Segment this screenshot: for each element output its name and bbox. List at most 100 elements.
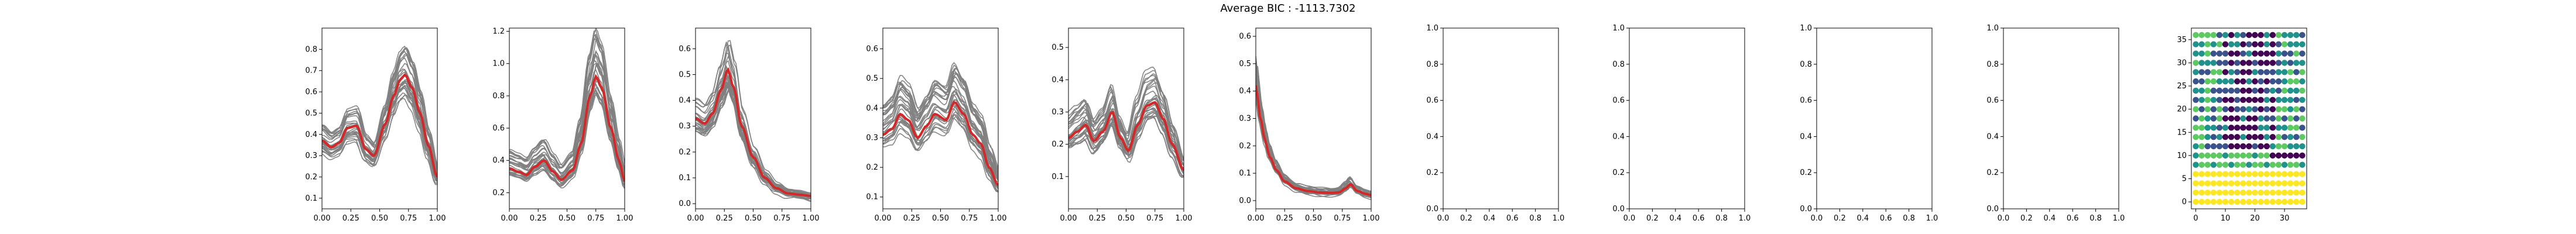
subplot-5: 0.00 0.25 0.50 0.75 1.00 0.1 0.2 0.3 0.4 0.5: [1051, 27, 1192, 223]
y-tick-label: 0.6: [679, 44, 691, 53]
y-tick-label: 0: [2182, 198, 2187, 207]
scatter-point: [2281, 161, 2288, 168]
scatter-point: [2198, 78, 2205, 85]
scatter-point: [2299, 106, 2306, 112]
scatter-point: [2198, 161, 2205, 168]
member-curve: [1256, 89, 1371, 197]
scatter-point: [2193, 133, 2199, 140]
scatter-point: [2193, 97, 2199, 104]
scatter-point: [2299, 190, 2306, 196]
member-curve: [1256, 60, 1371, 196]
y-tick-label: 15: [2177, 128, 2187, 137]
scatter-point: [2234, 106, 2241, 112]
axes-frame: [2003, 27, 2119, 209]
scatter-point: [2275, 78, 2282, 85]
scatter-point: [2287, 125, 2294, 131]
scatter-point: [2281, 143, 2288, 150]
scatter-point: [2258, 87, 2264, 94]
scatter-point: [2234, 32, 2241, 39]
x-tick-label: 0.00: [875, 214, 892, 223]
subplot-4: 0.00 0.25 0.50 0.75 1.00 0.1 0.2 0.3 0.4 0.5 0.6: [866, 27, 1006, 223]
scatter-point: [2234, 161, 2241, 168]
scatter-point: [2258, 198, 2264, 205]
y-tick-label: 0.2: [305, 173, 317, 181]
scatter-point: [2246, 50, 2252, 57]
scatter-point: [2252, 115, 2258, 122]
scatter-point: [2204, 198, 2211, 205]
scatter-point: [2263, 78, 2270, 85]
scatter-point: [2275, 60, 2282, 66]
x-tick-label: 0.50: [1305, 214, 1322, 223]
scatter-point: [2258, 78, 2264, 85]
scatter-point: [2193, 115, 2199, 122]
member-curve: [1068, 109, 1184, 176]
scatter-point: [2299, 50, 2306, 57]
scatter-point: [2193, 143, 2199, 150]
y-tick-label: 0.6: [1986, 97, 1999, 105]
scatter-point: [2269, 106, 2276, 112]
scatter-point: [2210, 143, 2217, 150]
x-tick-label: 0.25: [342, 214, 359, 223]
scatter-point: [2222, 69, 2229, 75]
member-curve: [1256, 65, 1371, 195]
scatter-point: [2252, 60, 2258, 66]
member-curve: [883, 67, 998, 177]
scatter-point: [2263, 180, 2270, 187]
scatter-point: [2234, 133, 2241, 140]
y-tick-label: 0.4: [1612, 132, 1625, 141]
member-curve: [696, 84, 811, 198]
scatter-point: [2275, 190, 2282, 196]
scatter-point: [2240, 60, 2246, 66]
member-curve: [1068, 94, 1184, 160]
member-curve: [1256, 86, 1371, 195]
scatter-point: [2240, 161, 2246, 168]
scatter-point: [2234, 78, 2241, 85]
scatter-point: [2263, 152, 2270, 159]
scatter-point: [2204, 143, 2211, 150]
y-tick-label: 0.4: [1986, 132, 1999, 141]
scatter-point: [2293, 125, 2300, 131]
scatter-point: [2275, 32, 2282, 39]
x-tick-label: 1.0: [1926, 214, 1938, 223]
scatter-point: [2269, 87, 2276, 94]
scatter-point: [2216, 60, 2223, 66]
scatter-point: [2258, 115, 2264, 122]
scatter-point: [2246, 97, 2252, 104]
scatter-point: [2246, 87, 2252, 94]
scatter-point: [2287, 180, 2294, 187]
scatter-point: [2263, 161, 2270, 168]
member-curve: [1068, 97, 1184, 164]
scatter-point: [2252, 97, 2258, 104]
y-tick-label: 0.8: [492, 92, 505, 101]
scatter-point: [2293, 87, 2300, 94]
x-tick-label: 0.4: [1856, 214, 1869, 223]
member-curve: [1068, 70, 1184, 161]
scatter-point: [2204, 125, 2211, 131]
scatter-point: [2275, 115, 2282, 122]
scatter-point: [2269, 115, 2276, 122]
scatter-point: [2193, 60, 2199, 66]
member-curve: [883, 85, 998, 176]
y-tick-label: 0.2: [1800, 168, 1812, 177]
figure-title: Average BIC : -1113.7302: [1220, 2, 1355, 15]
scatter-point: [2252, 161, 2258, 168]
scatter-point: [2210, 161, 2217, 168]
scatter-point: [2193, 152, 2199, 159]
subplot-9: 0.0 0.2 0.4 0.6 0.8 1.0 0.0 0.2 0.4 0.6 0.8 1.0: [1800, 24, 1938, 223]
scatter-point: [2204, 87, 2211, 94]
scatter-point: [2293, 69, 2300, 75]
scatter-point: [2299, 41, 2306, 47]
scatter-point: [2198, 60, 2205, 66]
mean-curve: [696, 67, 811, 197]
member-curve: [1068, 77, 1184, 161]
member-curve: [1256, 88, 1371, 197]
x-tick-label: 0.50: [1118, 214, 1135, 223]
y-tick-label: 0.6: [1426, 97, 1438, 105]
scatter-point: [2222, 115, 2229, 122]
scatter-point: [2287, 198, 2294, 205]
scatter-point: [2269, 133, 2276, 140]
y-tick-label: 0.1: [1051, 173, 1064, 181]
x-tick-label: 0.75: [773, 214, 790, 223]
x-tick-label: 0.75: [1146, 214, 1163, 223]
scatter-point: [2222, 161, 2229, 168]
